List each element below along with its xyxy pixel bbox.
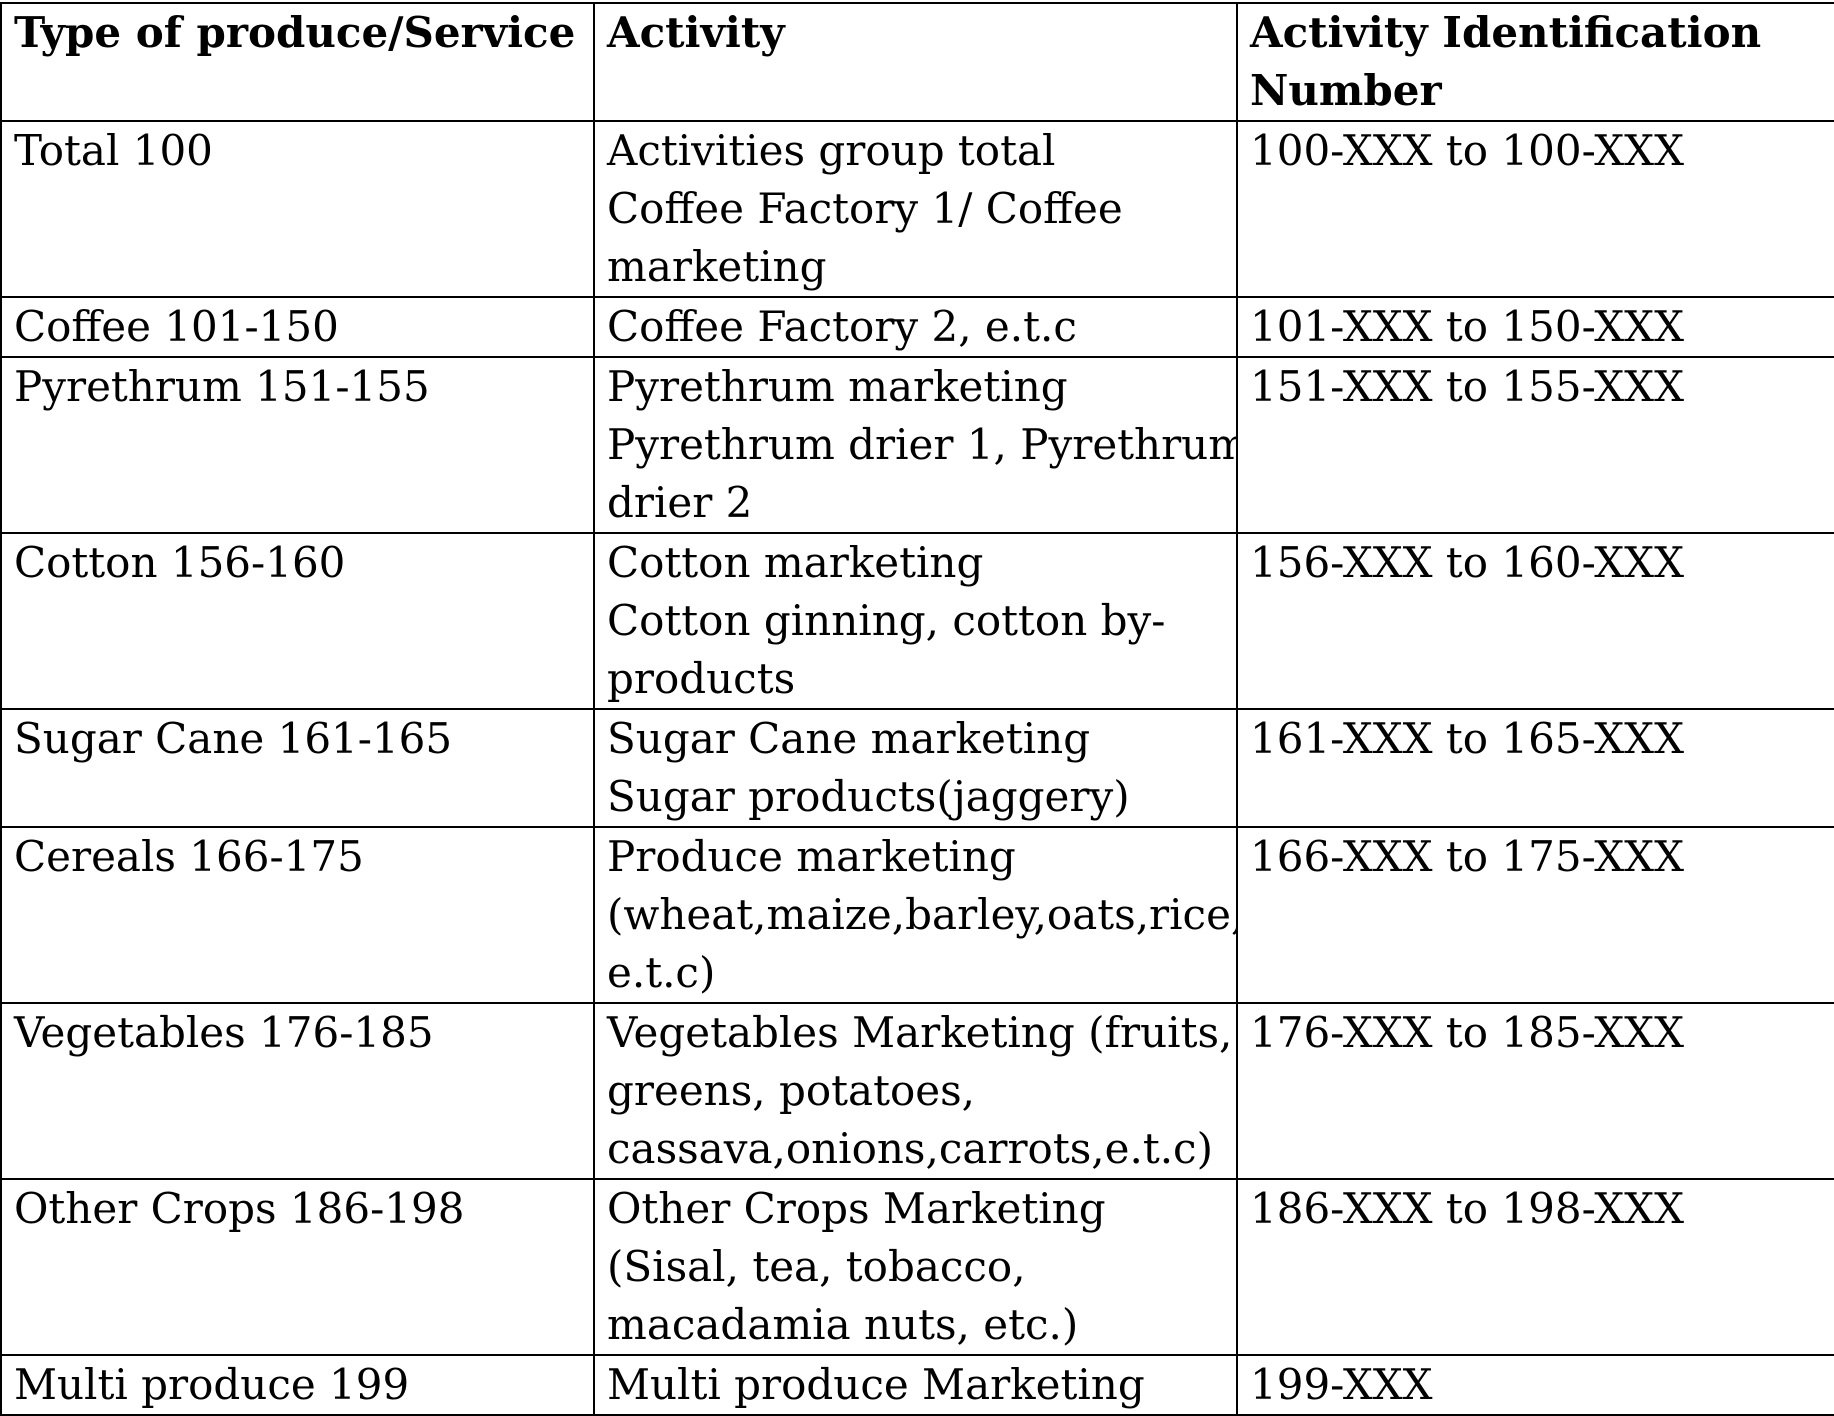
id-text: 156-XXX to 160-XXX bbox=[1250, 538, 1684, 587]
table-row: Cereals 166-175 Produce marketing (wheat… bbox=[0, 826, 1834, 1004]
type-text: Cotton 156-160 bbox=[14, 538, 346, 587]
activity-cell: Sugar Cane marketing Sugar products(jagg… bbox=[593, 708, 1238, 828]
activity-line: Other Crops Marketing bbox=[607, 1184, 1106, 1233]
activity-line: Pyrethrum drier 1, Pyrethrum bbox=[607, 420, 1237, 469]
header-type-of-produce-text: Type of produce/Service bbox=[14, 8, 576, 57]
table-row: Other Crops 186-198 Other Crops Marketin… bbox=[0, 1178, 1834, 1356]
id-text: 186-XXX to 198-XXX bbox=[1250, 1184, 1684, 1233]
activity-cell: Coffee Factory 2, e.t.c bbox=[593, 296, 1238, 358]
id-text: 176-XXX to 185-XXX bbox=[1250, 1008, 1684, 1057]
id-text: 101-XXX to 150-XXX bbox=[1250, 302, 1684, 351]
activity-cell: Produce marketing (wheat,maize,barley,oa… bbox=[593, 826, 1238, 1004]
id-text: 166-XXX to 175-XXX bbox=[1250, 832, 1684, 881]
type-cell: Coffee 101-150 bbox=[0, 296, 595, 358]
id-cell: 156-XXX to 160-XXX bbox=[1236, 532, 1834, 710]
type-cell: Cotton 156-160 bbox=[0, 532, 595, 710]
activity-line: Coffee Factory 1/ Coffee bbox=[607, 184, 1123, 233]
header-type-of-produce: Type of produce/Service bbox=[0, 2, 595, 122]
id-cell: 166-XXX to 175-XXX bbox=[1236, 826, 1834, 1004]
activity-cell: Activities group total Coffee Factory 1/… bbox=[593, 120, 1238, 298]
type-cell: Sugar Cane 161-165 bbox=[0, 708, 595, 828]
activity-line: Coffee Factory 2, e.t.c bbox=[607, 302, 1077, 351]
table-row: Multi produce 199 Multi produce Marketin… bbox=[0, 1354, 1834, 1416]
type-text: Cereals 166-175 bbox=[14, 832, 364, 881]
type-cell: Other Crops 186-198 bbox=[0, 1178, 595, 1356]
activity-line: Produce marketing bbox=[607, 832, 1016, 881]
type-text: Coffee 101-150 bbox=[14, 302, 339, 351]
type-text: Total 100 bbox=[14, 126, 213, 175]
table-row: Total 100 Activities group total Coffee … bbox=[0, 120, 1834, 298]
type-text: Sugar Cane 161-165 bbox=[14, 714, 453, 763]
activity-line: greens, potatoes, bbox=[607, 1066, 975, 1115]
id-text: 151-XXX to 155-XXX bbox=[1250, 362, 1684, 411]
activity-line: macadamia nuts, etc.) bbox=[607, 1300, 1079, 1349]
activity-line: marketing bbox=[607, 242, 827, 291]
table-row: Cotton 156-160 Cotton marketing Cotton g… bbox=[0, 532, 1834, 710]
header-activity-id-line-2: Number bbox=[1250, 66, 1442, 115]
id-cell: 101-XXX to 150-XXX bbox=[1236, 296, 1834, 358]
activity-line: Sugar Cane marketing bbox=[607, 714, 1091, 763]
id-text: 100-XXX to 100-XXX bbox=[1250, 126, 1684, 175]
table-row: Coffee 101-150 Coffee Factory 2, e.t.c 1… bbox=[0, 296, 1834, 358]
activity-line: products bbox=[607, 654, 796, 703]
table-row: Sugar Cane 161-165 Sugar Cane marketing … bbox=[0, 708, 1834, 828]
table-header: Type of produce/Service Activity Activit… bbox=[0, 2, 1834, 122]
table-row: Pyrethrum 151-155 Pyrethrum marketing Py… bbox=[0, 356, 1834, 534]
type-cell: Total 100 bbox=[0, 120, 595, 298]
activity-cell: Other Crops Marketing (Sisal, tea, tobac… bbox=[593, 1178, 1238, 1356]
activity-line: (wheat,maize,barley,oats,rice, bbox=[607, 890, 1237, 939]
activity-line: cassava,onions,carrots,e.t.c) bbox=[607, 1124, 1213, 1173]
header-row: Type of produce/Service Activity Activit… bbox=[0, 2, 1834, 122]
type-text: Other Crops 186-198 bbox=[14, 1184, 465, 1233]
activity-cell: Vegetables Marketing (fruits, greens, po… bbox=[593, 1002, 1238, 1180]
header-activity: Activity bbox=[593, 2, 1238, 122]
header-activity-id-number: Activity Identification Number bbox=[1236, 2, 1834, 122]
header-activity-text: Activity bbox=[607, 8, 785, 57]
type-cell: Multi produce 199 bbox=[0, 1354, 595, 1416]
activity-line: Sugar products(jaggery) bbox=[607, 772, 1130, 821]
activity-line: Activities group total bbox=[607, 126, 1056, 175]
id-cell: 161-XXX to 165-XXX bbox=[1236, 708, 1834, 828]
header-activity-id-line-1: Activity Identification bbox=[1250, 8, 1762, 57]
type-text: Multi produce 199 bbox=[14, 1360, 410, 1409]
id-cell: 176-XXX to 185-XXX bbox=[1236, 1002, 1834, 1180]
id-cell: 151-XXX to 155-XXX bbox=[1236, 356, 1834, 534]
id-cell: 186-XXX to 198-XXX bbox=[1236, 1178, 1834, 1356]
id-text: 161-XXX to 165-XXX bbox=[1250, 714, 1684, 763]
activity-line: Cotton ginning, cotton by- bbox=[607, 596, 1166, 645]
activity-line: Multi produce Marketing bbox=[607, 1360, 1145, 1409]
type-cell: Cereals 166-175 bbox=[0, 826, 595, 1004]
activity-line: Cotton marketing bbox=[607, 538, 984, 587]
type-cell: Pyrethrum 151-155 bbox=[0, 356, 595, 534]
table-body: Total 100 Activities group total Coffee … bbox=[0, 120, 1834, 1416]
activity-line: e.t.c) bbox=[607, 948, 716, 997]
activity-cell: Cotton marketing Cotton ginning, cotton … bbox=[593, 532, 1238, 710]
activity-line: Vegetables Marketing (fruits, bbox=[607, 1008, 1233, 1057]
activity-line: drier 2 bbox=[607, 478, 753, 527]
type-cell: Vegetables 176-185 bbox=[0, 1002, 595, 1180]
activity-cell: Multi produce Marketing bbox=[593, 1354, 1238, 1416]
table-row: Vegetables 176-185 Vegetables Marketing … bbox=[0, 1002, 1834, 1180]
activity-line: Pyrethrum marketing bbox=[607, 362, 1068, 411]
type-text: Pyrethrum 151-155 bbox=[14, 362, 430, 411]
id-cell: 100-XXX to 100-XXX bbox=[1236, 120, 1834, 298]
id-cell: 199-XXX bbox=[1236, 1354, 1834, 1416]
activity-cell: Pyrethrum marketing Pyrethrum drier 1, P… bbox=[593, 356, 1238, 534]
activity-line: (Sisal, tea, tobacco, bbox=[607, 1242, 1026, 1291]
id-text: 199-XXX bbox=[1250, 1360, 1433, 1409]
type-text: Vegetables 176-185 bbox=[14, 1008, 434, 1057]
